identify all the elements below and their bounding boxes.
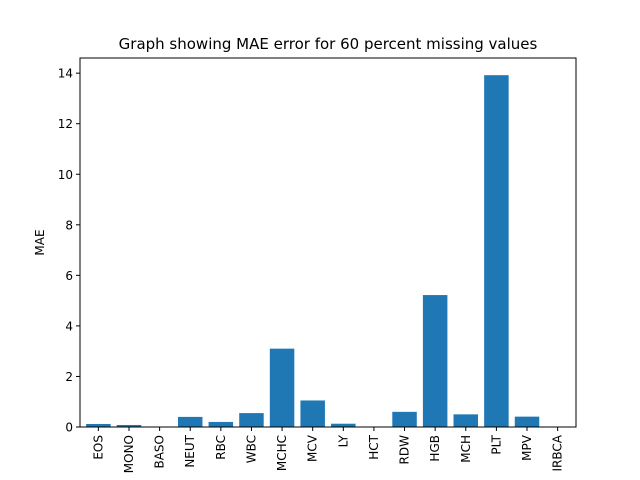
- x-tick-label: HCT: [367, 434, 381, 459]
- bars-group: [86, 75, 540, 427]
- bar-mpv: [514, 416, 540, 427]
- y-tick-label: 2: [65, 370, 73, 384]
- bar-hgb: [422, 295, 448, 427]
- y-tick-label: 12: [58, 117, 73, 131]
- bar-rbc: [208, 421, 234, 427]
- x-tick-label: MONO: [122, 435, 136, 473]
- x-tick-label: WBC: [244, 435, 258, 463]
- x-tick-label: MCV: [306, 434, 320, 462]
- x-tick-label: HGB: [428, 435, 442, 462]
- bar-rdw: [392, 411, 417, 427]
- x-tick-label: MPV: [520, 434, 534, 461]
- y-axis-label: MAE: [33, 229, 47, 255]
- x-tick-label: RBC: [214, 435, 228, 460]
- bar-wbc: [239, 413, 264, 427]
- y-tick-label: 4: [65, 319, 73, 333]
- x-tick-label: EOS: [91, 435, 105, 460]
- y-axis-ticks: 0 2 4 6 8 10 12 14: [58, 67, 80, 435]
- y-tick-label: 14: [58, 67, 73, 81]
- chart-title: Graph showing MAE error for 60 percent m…: [119, 35, 538, 53]
- bar-mchc: [269, 348, 295, 427]
- x-tick-label: PLT: [489, 434, 503, 454]
- y-tick-label: 6: [65, 269, 73, 283]
- bar-mono: [116, 424, 142, 427]
- y-tick-label: 8: [65, 218, 73, 232]
- bar-mch: [453, 414, 479, 427]
- x-tick-label: IRBCA: [551, 434, 565, 471]
- x-tick-label: MCHC: [275, 435, 289, 471]
- bar-mcv: [300, 400, 325, 427]
- y-tick-label: 0: [65, 421, 73, 435]
- x-tick-label: BASO: [153, 435, 167, 469]
- x-tick-label: MCH: [459, 435, 473, 463]
- x-axis-ticks: EOS MONO BASO NEUT RBC WBC MCHC MCV LY HCT RDW HGB M…: [91, 427, 565, 473]
- plot-area-frame: [79, 57, 577, 428]
- bar-neut: [177, 416, 203, 427]
- x-tick-label: NEUT: [183, 434, 197, 467]
- bar-plt: [484, 75, 509, 427]
- x-tick-label: LY: [336, 434, 350, 447]
- x-tick-label: RDW: [398, 435, 412, 465]
- y-tick-label: 10: [58, 168, 73, 182]
- bar-eos: [86, 423, 111, 427]
- bar-ly: [331, 423, 356, 427]
